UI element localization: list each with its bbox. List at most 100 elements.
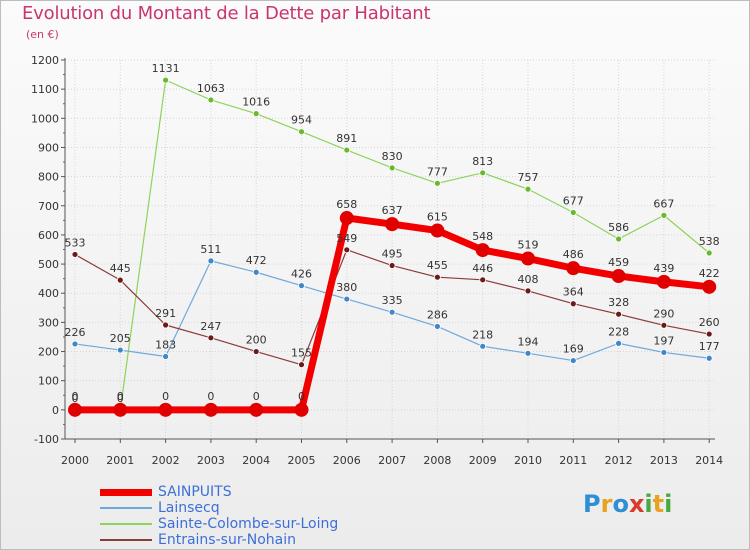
data-point-sainte-colombe-sur-loing [615, 235, 622, 243]
y-tick-label: 1100 [31, 83, 59, 96]
data-point-entrains-sur-nohain [479, 276, 487, 284]
data-point-sainte-colombe-sur-loing [252, 110, 260, 118]
data-point-sainpuits [566, 261, 581, 276]
data-label-lainsecq: 197 [653, 334, 674, 347]
x-tick-label: 2014 [695, 454, 723, 467]
data-label-sainpuits: 0 [117, 390, 124, 403]
chart-subtitle: (en €) [26, 28, 59, 41]
data-point-entrains-sur-nohain [71, 251, 79, 258]
data-point-sainte-colombe-sur-loing [660, 211, 668, 219]
logo-letter: x [628, 490, 645, 518]
data-point-entrains-sur-nohain [388, 262, 396, 269]
data-label-lainsecq: 335 [382, 294, 403, 307]
data-label-sainte-colombe-sur-loing: 1063 [197, 82, 225, 95]
data-label-sainte-colombe-sur-loing: 1131 [152, 62, 180, 75]
proxiti-logo: Proxiti [583, 490, 672, 518]
data-point-lainsecq [71, 340, 79, 348]
data-label-entrains-sur-nohain: 445 [110, 262, 131, 275]
chart-title: Evolution du Montant de la Dette par Hab… [22, 3, 431, 24]
y-tick-label: 900 [38, 141, 59, 154]
y-tick-label: 400 [38, 287, 59, 300]
data-point-sainte-colombe-sur-loing [298, 128, 305, 136]
data-point-entrains-sur-nohain [343, 246, 351, 254]
data-point-entrains-sur-nohain [569, 300, 577, 308]
data-point-entrains-sur-nohain [252, 348, 260, 355]
data-point-entrains-sur-nohain [433, 273, 441, 281]
data-label-sainte-colombe-sur-loing: 538 [699, 235, 720, 248]
data-label-lainsecq: 286 [427, 308, 448, 321]
legend-item-sainpuits: SAINPUITS [100, 484, 338, 500]
data-label-entrains-sur-nohain: 495 [382, 248, 403, 261]
data-label-entrains-sur-nohain: 533 [65, 236, 86, 249]
data-label-sainte-colombe-sur-loing: 0 [117, 392, 124, 405]
x-tick-label: 2001 [106, 454, 134, 467]
data-label-sainpuits: 0 [253, 390, 260, 403]
data-label-sainte-colombe-sur-loing: 891 [336, 132, 357, 145]
data-point-lainsecq [343, 295, 351, 303]
data-label-sainte-colombe-sur-loing: 0 [72, 392, 79, 405]
data-point-lainsecq [207, 257, 215, 265]
y-tick-label: 800 [38, 171, 59, 184]
data-point-sainpuits [203, 402, 218, 417]
data-label-sainte-colombe-sur-loing: 830 [382, 150, 403, 163]
y-tick-label: -100 [34, 433, 59, 446]
x-tick-label: 2005 [288, 454, 316, 467]
data-point-sainte-colombe-sur-loing [207, 96, 215, 104]
data-point-sainpuits [158, 402, 173, 417]
data-label-lainsecq: 511 [200, 243, 221, 256]
data-point-sainpuits [430, 223, 445, 238]
data-point-sainte-colombe-sur-loing [524, 185, 532, 193]
legend-swatch [100, 539, 152, 541]
x-tick-label: 2002 [152, 454, 180, 467]
data-point-sainpuits [611, 269, 626, 284]
data-point-sainte-colombe-sur-loing [433, 179, 441, 187]
data-label-sainte-colombe-sur-loing: 586 [608, 221, 629, 234]
data-label-sainte-colombe-sur-loing: 777 [427, 165, 448, 178]
data-label-sainpuits: 519 [518, 239, 539, 252]
data-point-entrains-sur-nohain [116, 276, 124, 284]
data-point-lainsecq [388, 308, 396, 316]
data-label-lainsecq: 169 [563, 343, 584, 356]
data-label-lainsecq: 472 [246, 254, 267, 267]
data-label-entrains-sur-nohain: 549 [336, 232, 357, 245]
data-label-sainpuits: 615 [427, 211, 448, 224]
data-point-sainte-colombe-sur-loing [162, 76, 170, 84]
y-tick-label: 600 [38, 229, 59, 242]
x-tick-label: 2013 [650, 454, 678, 467]
data-label-lainsecq: 426 [291, 268, 312, 281]
logo-letter: t [652, 490, 665, 518]
data-label-sainpuits: 0 [207, 390, 214, 403]
legend-label: Lainsecq [158, 500, 220, 516]
logo-letter: i [644, 490, 653, 518]
data-label-entrains-sur-nohain: 155 [291, 347, 312, 360]
data-label-entrains-sur-nohain: 290 [653, 307, 674, 320]
legend-swatch [100, 507, 152, 509]
data-point-sainpuits [656, 274, 671, 289]
data-label-entrains-sur-nohain: 247 [200, 320, 221, 333]
data-point-sainpuits [294, 402, 309, 417]
logo-letter: i [664, 490, 673, 518]
data-point-entrains-sur-nohain [162, 321, 170, 329]
data-label-sainte-colombe-sur-loing: 667 [653, 197, 674, 210]
data-point-entrains-sur-nohain [705, 330, 713, 338]
legend-swatch [100, 488, 152, 496]
legend-label: Sainte-Colombe-sur-Loing [158, 516, 339, 532]
legend-label: Entrains-sur-Nohain [158, 532, 296, 548]
data-label-lainsecq: 228 [608, 325, 629, 338]
data-label-lainsecq: 226 [65, 326, 86, 339]
x-tick-label: 2000 [61, 454, 89, 467]
data-label-entrains-sur-nohain: 364 [563, 286, 584, 299]
y-tick-label: 200 [38, 346, 59, 359]
data-point-entrains-sur-nohain [660, 321, 668, 329]
data-label-entrains-sur-nohain: 446 [472, 262, 493, 275]
data-label-sainpuits: 439 [653, 262, 674, 275]
data-point-entrains-sur-nohain [615, 310, 622, 318]
data-label-sainpuits: 422 [699, 267, 720, 280]
data-label-lainsecq: 183 [155, 338, 176, 351]
legend-item-lainsecq: Lainsecq [100, 500, 338, 516]
data-point-sainpuits [249, 402, 264, 417]
legend-item-sainte-colombe-sur-loing: Sainte-Colombe-sur-Loing [100, 516, 338, 532]
data-label-sainpuits: 0 [72, 390, 79, 403]
data-point-lainsecq [615, 339, 622, 347]
